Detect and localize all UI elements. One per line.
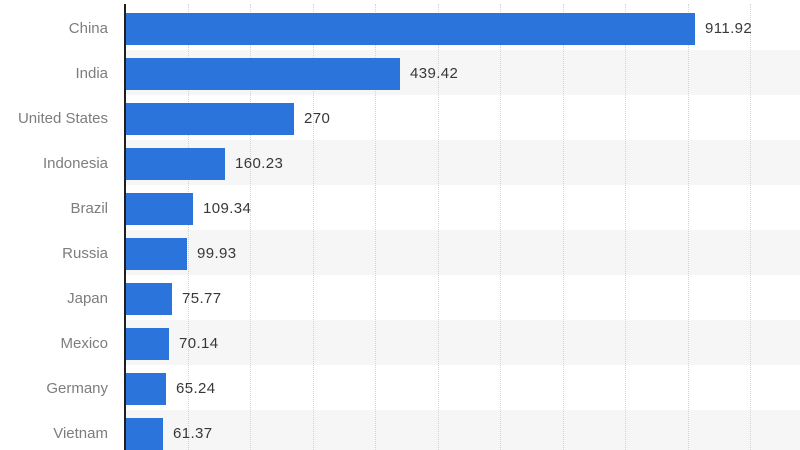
gridline xyxy=(750,4,751,450)
value-label: 160.23 xyxy=(235,155,284,172)
category-label: Vietnam xyxy=(53,425,108,442)
value-label: 75.77 xyxy=(182,290,222,307)
row-band xyxy=(125,410,800,450)
bar[interactable] xyxy=(126,373,166,405)
bar[interactable] xyxy=(126,58,400,90)
value-label: 61.37 xyxy=(173,425,213,442)
value-label: 911.92 xyxy=(705,20,753,37)
category-label: China xyxy=(68,20,108,37)
value-label: 109.34 xyxy=(203,200,252,217)
bar[interactable] xyxy=(126,13,695,45)
gridline xyxy=(687,4,689,450)
value-label: 99.93 xyxy=(197,245,237,262)
value-label: 70.14 xyxy=(179,335,219,352)
gridline xyxy=(562,4,564,450)
bar[interactable] xyxy=(126,103,294,135)
category-label: Russia xyxy=(62,245,108,262)
gridline xyxy=(625,4,626,450)
category-label: Brazil xyxy=(70,200,108,217)
gridline xyxy=(500,4,501,450)
category-label: India xyxy=(75,65,108,82)
y-axis-line xyxy=(124,4,126,450)
category-label: Indonesia xyxy=(42,155,108,172)
gridline xyxy=(312,4,314,450)
bar[interactable] xyxy=(126,328,169,360)
category-label: Japan xyxy=(67,290,108,307)
value-label: 270 xyxy=(304,110,331,127)
bar[interactable] xyxy=(126,238,187,270)
gridline xyxy=(187,4,189,450)
gridline xyxy=(437,4,439,450)
row-band xyxy=(125,320,800,365)
value-label: 65.24 xyxy=(176,380,216,397)
bar[interactable] xyxy=(126,283,172,315)
category-label: United States xyxy=(17,110,108,127)
bar[interactable] xyxy=(126,148,225,180)
gridline xyxy=(250,4,251,450)
gridline xyxy=(375,4,376,450)
bar[interactable] xyxy=(126,418,163,450)
row-band xyxy=(125,140,800,185)
value-label: 439.42 xyxy=(410,65,459,82)
bar[interactable] xyxy=(126,193,193,225)
category-label: Germany xyxy=(46,380,108,397)
category-label: Mexico xyxy=(60,335,108,352)
